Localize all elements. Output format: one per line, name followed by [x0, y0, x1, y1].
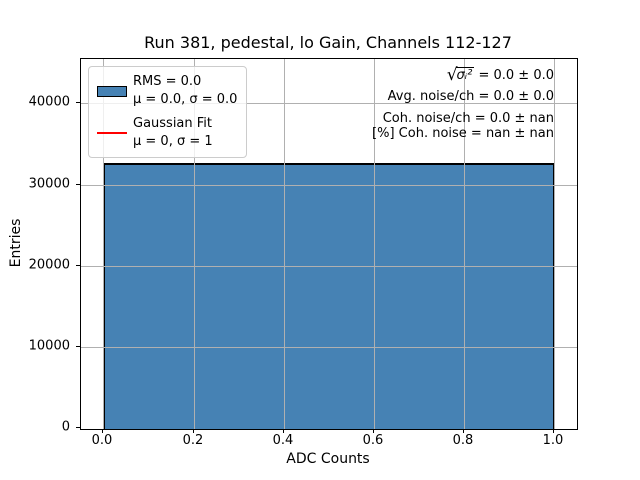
x-tick-label: 1.0: [542, 433, 564, 448]
h-gridline: [81, 347, 577, 348]
legend-histogram-line2: μ = 0.0, σ = 0.0: [133, 92, 238, 107]
x-tick-label: 0.0: [91, 433, 113, 448]
annotation-coh-noise: Coh. noise/ch = 0.0 ± nan: [382, 111, 554, 126]
y-tick-label: 10000: [28, 338, 70, 354]
legend-entry-gaussian-fit: Gaussian Fit μ = 0, σ = 1: [95, 115, 237, 151]
x-tick-mark: [102, 429, 103, 433]
x-tick-mark: [193, 429, 194, 433]
histogram-swatch: [95, 85, 128, 97]
x-tick-mark: [373, 429, 374, 433]
x-tick-label: 0.4: [272, 433, 294, 448]
h-gridline: [81, 103, 577, 104]
legend: RMS = 0.0 μ = 0.0, σ = 0.0 Gaussian Fit …: [88, 66, 248, 158]
legend-fit-line2: μ = 0, σ = 1: [133, 134, 213, 149]
sqrt-sigma-value: = 0.0 ± 0.0: [474, 68, 554, 83]
y-tick-label: 20000: [28, 257, 70, 273]
annotation-sqrt-sigma: √σᵢ² = 0.0 ± 0.0: [447, 65, 554, 85]
y-tick-mark: [76, 427, 80, 428]
y-tick-mark: [76, 184, 80, 185]
x-tick-label: 0.2: [182, 433, 204, 448]
legend-entry-histogram: RMS = 0.0 μ = 0.0, σ = 0.0: [95, 73, 237, 109]
v-gridline: [284, 59, 285, 429]
y-tick-label: 0: [61, 419, 70, 435]
radical-sign: √: [446, 65, 458, 85]
x-tick-mark: [283, 429, 284, 433]
y-tick-label: 40000: [28, 94, 70, 110]
x-tick-mark: [553, 429, 554, 433]
v-gridline: [374, 59, 375, 429]
v-gridline: [464, 59, 465, 429]
fit-line-icon: [96, 132, 127, 134]
v-gridline: [554, 59, 555, 429]
gaussian-fit-swatch: [95, 132, 128, 134]
y-tick-mark: [76, 346, 80, 347]
h-gridline: [81, 266, 577, 267]
h-gridline: [81, 185, 577, 186]
x-tick-label: 0.8: [452, 433, 474, 448]
plot-area: √σᵢ² = 0.0 ± 0.0 Avg. noise/ch = 0.0 ± 0…: [80, 58, 578, 430]
y-tick-mark: [76, 102, 80, 103]
histogram-patch-icon: [96, 85, 127, 97]
chart-title: Run 381, pedestal, lo Gain, Channels 112…: [144, 33, 512, 52]
y-tick-mark: [76, 265, 80, 266]
x-tick-mark: [463, 429, 464, 433]
x-tick-label: 0.6: [362, 433, 384, 448]
y-tick-label: 30000: [28, 176, 70, 192]
legend-label-gaussian-fit: Gaussian Fit μ = 0, σ = 1: [133, 115, 213, 151]
legend-histogram-line1: RMS = 0.0: [133, 74, 202, 89]
legend-fit-line1: Gaussian Fit: [133, 116, 213, 131]
v-gridline: [194, 59, 195, 429]
annotation-avg-noise: Avg. noise/ch = 0.0 ± 0.0: [387, 89, 554, 104]
histogram-bar: [103, 162, 555, 429]
v-gridline: [103, 59, 104, 429]
legend-label-histogram: RMS = 0.0 μ = 0.0, σ = 0.0: [133, 73, 237, 109]
annotation-coh-noise-pct: [%] Coh. noise = nan ± nan: [372, 126, 554, 141]
y-axis-label: Entries: [8, 218, 24, 268]
x-axis-label: ADC Counts: [286, 451, 370, 467]
radicand: σᵢ²: [455, 67, 475, 83]
